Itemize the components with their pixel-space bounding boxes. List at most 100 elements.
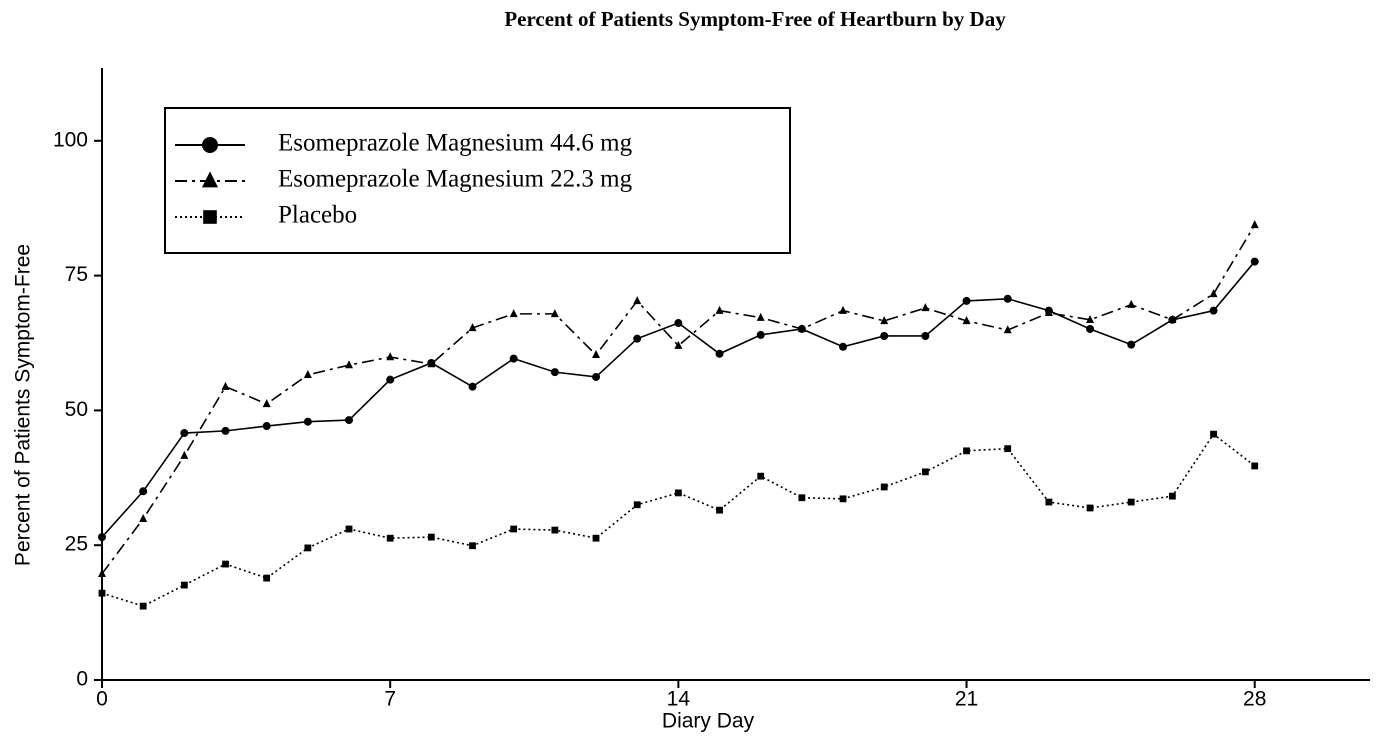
data-point [510,525,518,533]
data-point [1086,504,1094,512]
legend-marker [202,137,218,153]
x-tick-label: 0 [96,688,108,711]
data-point [1127,498,1135,506]
data-point [1250,220,1259,229]
data-point [469,542,476,550]
data-point [262,422,271,431]
data-point [839,305,848,314]
data-point [427,359,436,368]
data-point [180,450,189,459]
data-point [798,494,806,502]
data-point [633,501,641,509]
y-tick-label: 25 [65,533,88,556]
data-point [386,534,394,542]
data-point [345,525,353,533]
data-point [468,323,477,332]
data-point [1003,325,1012,334]
data-point [757,472,765,480]
x-tick-label: 21 [955,688,978,711]
data-point [303,370,312,379]
data-point [550,368,559,377]
data-point [715,305,724,314]
data-point [921,331,930,340]
data-point [221,381,230,390]
data-point [592,534,600,542]
data-point [304,544,312,552]
data-point [551,526,559,534]
data-point [509,354,518,363]
data-point [963,447,970,455]
data-point [468,382,477,391]
data-point [222,560,229,568]
legend-marker [203,210,217,224]
data-point [1045,498,1053,506]
data-point [633,334,642,343]
x-tick-label: 14 [667,688,691,711]
legend-label: Esomeprazole Magnesium 22.3 mg [278,166,633,193]
data-point [1127,299,1136,308]
data-point [1209,289,1218,298]
data-point [221,426,230,435]
data-point [674,319,683,328]
data-point [592,372,601,381]
data-point [1168,315,1177,324]
data-point [180,581,188,589]
data-point [1209,306,1218,315]
data-point [1004,445,1012,453]
data-point [262,399,271,408]
data-point [674,340,683,349]
data-point [880,483,888,491]
y-axis-label: Percent of Patients Symptom-Free [12,244,35,566]
data-point [1044,308,1053,316]
x-tick-label: 28 [1243,688,1266,711]
data-point [880,316,889,325]
data-point [756,312,765,321]
series-line [101,224,1256,575]
data-point [139,487,148,496]
data-point [345,360,354,369]
data-point [180,429,189,438]
data-point [1250,257,1259,266]
data-point [1086,315,1095,324]
data-point [303,417,312,426]
x-tick-label: 7 [384,688,396,711]
data-point [386,375,395,384]
data-point [139,513,148,522]
data-point [1168,492,1176,500]
data-point [98,533,106,542]
data-point [509,309,518,318]
data-point [386,352,395,361]
data-point [633,296,642,305]
data-point [427,533,435,541]
data-point [797,324,806,333]
data-point [674,489,682,497]
data-point [1251,462,1259,470]
data-point [98,568,106,577]
data-point [880,331,889,340]
data-point [592,350,601,359]
data-point [1003,294,1012,303]
data-point [756,330,765,339]
data-point [839,342,848,351]
y-tick-label: 0 [76,668,88,691]
series-line [101,432,1256,607]
data-point [715,349,724,358]
data-point [345,416,354,425]
data-point [139,602,147,610]
y-tick-label: 100 [53,128,88,151]
data-point [921,468,929,476]
chart-title: Percent of Patients Symptom-Free of Hear… [504,7,1006,31]
data-point [716,506,723,514]
data-point [550,309,559,318]
legend-label: Placebo [278,202,357,229]
data-point [1210,430,1217,438]
legend-box [164,107,791,254]
legend-marker [202,171,218,188]
data-point [962,296,971,305]
legend-label: Esomeprazole Magnesium 44.6 mg [278,130,633,157]
data-point [98,589,106,597]
data-point [962,316,971,325]
x-axis-label: Diary Day [662,710,755,733]
